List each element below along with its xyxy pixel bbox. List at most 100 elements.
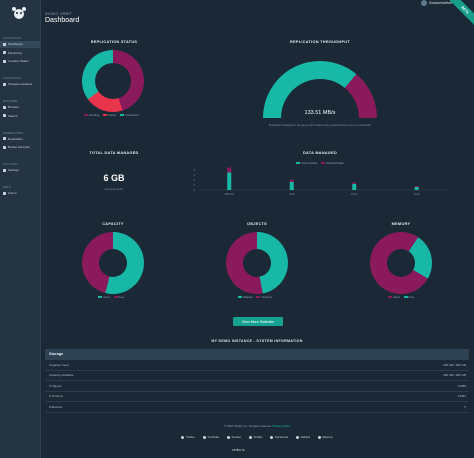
- footer-link-scality[interactable]: Scality: [249, 435, 262, 439]
- meetup-icon: [318, 435, 321, 439]
- sidebar-item-storage-locations[interactable]: Storage Locations: [0, 81, 40, 88]
- sidebar-item-monitoring[interactable]: Monitoring: [0, 49, 40, 56]
- objects-donut: [226, 232, 288, 294]
- page-title: Dashboard: [45, 17, 80, 24]
- capacity-legend: Used Free: [98, 295, 124, 299]
- legend-swatch: [388, 296, 392, 298]
- monitoring-icon: [3, 51, 6, 54]
- view-more-statistics-button[interactable]: View More Statistics: [233, 317, 283, 326]
- legend-item-free: Free: [403, 295, 415, 299]
- legend-swatch: [98, 296, 102, 298]
- bucket-lifecycle-icon: [3, 145, 6, 149]
- sidebar-item-label: Replication: [8, 136, 23, 141]
- throughput-caption: Replication throughput is the rate at wh…: [268, 124, 372, 127]
- avatar: [421, 0, 428, 6]
- zenko-logo-icon[interactable]: [11, 6, 27, 20]
- sidebar-item-bucket-lifecycle[interactable]: Bucket Lifecycle: [0, 144, 40, 151]
- footer-link-meetup[interactable]: Meetup: [318, 435, 333, 439]
- legend-swatch: [296, 162, 300, 164]
- x-tick-label: GCP: [289, 193, 295, 196]
- x-tick-label: AWS S3: [225, 193, 235, 196]
- user-menu[interactable]: SodaneNaHub: [421, 0, 452, 6]
- row-value: 21089: [457, 383, 466, 388]
- legend-label: Free: [408, 295, 415, 299]
- legend-item-used: Used: [98, 295, 110, 299]
- replication-status-donut: [82, 50, 144, 112]
- legend-label: Failed: [108, 113, 116, 117]
- dashboard-icon: [3, 42, 6, 46]
- capacity-title: CAPACITY: [102, 222, 124, 226]
- throughput-value: 133.51 MB/s: [304, 110, 336, 116]
- top-bar: ZENKO ORBIT Dashboard SodaneNaHub BETA: [40, 0, 474, 31]
- sidebar-item-replication[interactable]: Replication: [0, 135, 40, 142]
- youtube-icon: [202, 435, 206, 439]
- footer-copyright: © 2018 Scality, Inc. All rights reserved…: [40, 424, 474, 428]
- row-label: # Buckets: [49, 404, 63, 409]
- row-value: 23452: [457, 394, 466, 399]
- footer-link-label: Meetup: [322, 435, 333, 439]
- copyright-text: © 2018 Scality, Inc. All rights reserved…: [224, 424, 272, 428]
- forum-icon: [3, 191, 6, 195]
- sidebar-item-label: Forum: [8, 191, 17, 195]
- legend-label: Archived Data: [326, 161, 344, 165]
- legend-item-archived-data: Archived Data: [321, 161, 344, 165]
- legend-swatch: [403, 296, 408, 298]
- objects-title: OBJECTS: [246, 222, 268, 226]
- y-tick-label: 3: [194, 174, 196, 177]
- x-tick-label: Ceph: [414, 193, 421, 196]
- search-icon: [3, 114, 6, 117]
- sidebar: NAVIGATOR Dashboard Monitoring Location Sta…: [0, 0, 41, 458]
- footer-link-youtube[interactable]: YouTube: [202, 435, 219, 439]
- footer-link-facebook[interactable]: Facebook: [270, 435, 288, 439]
- sidebar-group-navigator: NAVIGATOR: [3, 36, 21, 40]
- row-label: Capacity Used: [49, 362, 69, 367]
- row-value: 495 GB / 925 GB: [443, 362, 466, 367]
- sidebar-item-browser[interactable]: Browser: [0, 104, 40, 111]
- privacy-policy-link[interactable]: Privacy Policy: [272, 424, 290, 428]
- throughput-gauge: [263, 61, 377, 119]
- sidebar-item-forum[interactable]: Forum: [0, 190, 40, 197]
- legend-swatch: [84, 114, 88, 116]
- footer-link-docker[interactable]: Docker: [227, 435, 241, 439]
- bar-current-ceph: [414, 187, 419, 190]
- sidebar-item-search[interactable]: Search: [0, 112, 40, 119]
- system-info-title: MY DEMO INSTANCE - SYSTEM INFORMATION: [211, 339, 303, 343]
- bar-archived-gcp: [289, 179, 294, 182]
- row-label: # Versions: [49, 394, 64, 399]
- table-row: # Versions 23452: [45, 392, 469, 402]
- y-tick-label: 1: [194, 184, 196, 187]
- org-name: ZENKO ORBIT: [45, 12, 73, 16]
- legend-swatch: [321, 162, 326, 164]
- location-status-icon: [3, 59, 6, 63]
- memory-legend: Used Free: [388, 295, 414, 299]
- system-info-table: Storage Capacity Used 495 GB / 925 GB Capa…: [45, 349, 469, 413]
- y-tick-label: 2: [194, 179, 196, 182]
- sidebar-item-settings[interactable]: Settings: [0, 167, 40, 174]
- sidebar-item-dashboard[interactable]: Dashboard: [0, 40, 40, 48]
- gauge-fill-arc: [263, 61, 357, 119]
- bar-archived-aws-s3: [227, 167, 232, 173]
- legend-label: Current Data: [301, 161, 318, 165]
- sidebar-item-location-status[interactable]: Location Status: [0, 58, 40, 65]
- sidebar-item-label: Bucket Lifecycle: [8, 145, 30, 149]
- docker-icon: [227, 435, 231, 439]
- legend-label: Used: [393, 295, 400, 299]
- replication-icon: [3, 137, 6, 140]
- row-value: 5: [464, 404, 466, 409]
- bar-current-aws-s3: [227, 172, 232, 190]
- sidebar-item-label: Monitoring: [8, 50, 23, 55]
- y-tick-label: 0: [194, 189, 196, 192]
- legend-label: Completed: [124, 113, 139, 117]
- scality-icon: [249, 435, 253, 439]
- footer-link-twitter[interactable]: Twitter: [181, 435, 195, 439]
- footer-brand[interactable]: zenko.io: [232, 448, 245, 452]
- legend-item-used: Used: [388, 295, 400, 299]
- facebook-icon: [270, 435, 274, 439]
- total-data-title: TOTAL DATA MANAGED: [89, 151, 139, 155]
- sidebar-group-help: HELP: [3, 185, 12, 189]
- memory-donut: [370, 232, 432, 294]
- legend-swatch: [238, 296, 242, 298]
- footer-link-github[interactable]: GitHub: [296, 435, 310, 439]
- table-row: Capacity Available 426 GB / 925 GB: [45, 371, 469, 381]
- legend-item-failed: Failed: [103, 113, 116, 117]
